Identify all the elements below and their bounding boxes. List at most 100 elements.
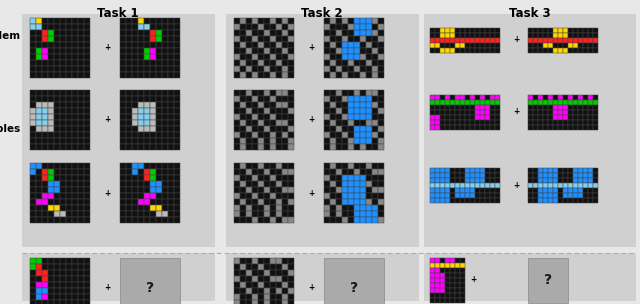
Bar — [282, 126, 288, 132]
Bar — [144, 144, 150, 150]
Bar — [465, 48, 470, 53]
Bar — [495, 48, 500, 53]
Bar — [445, 193, 450, 198]
Bar — [288, 217, 294, 223]
Bar — [144, 72, 150, 78]
Bar — [440, 110, 445, 115]
Bar — [234, 90, 294, 150]
Bar — [588, 28, 593, 33]
Bar — [54, 199, 60, 205]
Bar — [450, 100, 455, 105]
Bar — [470, 38, 475, 43]
Bar — [282, 144, 288, 150]
Bar — [330, 144, 336, 150]
Bar — [162, 163, 168, 169]
Bar — [553, 38, 558, 43]
Bar — [578, 43, 583, 48]
Bar — [42, 193, 48, 199]
Bar — [54, 187, 60, 193]
Bar — [282, 175, 288, 181]
Bar — [66, 108, 72, 114]
Bar — [348, 72, 354, 78]
Bar — [440, 168, 445, 173]
Bar — [490, 100, 495, 105]
Bar — [252, 294, 258, 300]
Bar — [174, 102, 180, 108]
Bar — [543, 38, 548, 43]
Bar — [42, 54, 48, 60]
Bar — [132, 48, 138, 54]
Bar — [36, 264, 42, 270]
Bar — [168, 54, 174, 60]
Bar — [538, 110, 543, 115]
Bar — [336, 102, 342, 108]
Bar — [240, 282, 246, 288]
Bar — [528, 115, 533, 120]
Bar — [495, 198, 500, 203]
Bar — [460, 95, 465, 100]
Bar — [440, 278, 445, 283]
Bar — [563, 115, 568, 120]
Bar — [378, 60, 384, 66]
Bar — [583, 100, 588, 105]
Bar — [490, 43, 495, 48]
Bar — [366, 144, 372, 150]
Bar — [42, 18, 48, 24]
Bar — [282, 181, 288, 187]
Bar — [378, 42, 384, 48]
Bar — [460, 298, 465, 303]
Bar — [360, 36, 366, 42]
Bar — [460, 105, 465, 110]
Bar — [60, 300, 66, 304]
Bar — [378, 193, 384, 199]
Bar — [480, 173, 485, 178]
Bar — [120, 132, 126, 138]
Bar — [563, 188, 568, 193]
Bar — [126, 193, 132, 199]
Bar — [42, 181, 48, 187]
Bar — [593, 105, 598, 110]
Bar — [568, 105, 573, 110]
Bar — [465, 110, 470, 115]
Bar — [563, 168, 568, 173]
Bar — [240, 163, 246, 169]
Bar — [240, 300, 246, 304]
Bar — [558, 100, 563, 105]
Bar — [342, 199, 348, 205]
Bar — [578, 105, 583, 110]
Bar — [435, 278, 440, 283]
Bar — [270, 199, 276, 205]
Bar — [240, 175, 246, 181]
Bar — [348, 193, 354, 199]
Bar — [475, 33, 480, 38]
Bar — [138, 120, 144, 126]
Bar — [174, 169, 180, 175]
Bar — [354, 114, 360, 120]
Bar — [252, 18, 258, 24]
Bar — [156, 114, 162, 120]
Bar — [282, 288, 288, 294]
Bar — [558, 33, 563, 38]
Bar — [126, 108, 132, 114]
Bar — [138, 205, 144, 211]
Bar — [84, 120, 90, 126]
Bar — [54, 30, 60, 36]
Bar — [455, 188, 460, 193]
Bar — [460, 198, 465, 203]
Bar — [430, 105, 435, 110]
Bar — [276, 258, 282, 264]
Bar — [568, 198, 573, 203]
Bar — [66, 54, 72, 60]
Bar — [120, 138, 126, 144]
Bar — [156, 120, 162, 126]
Bar — [252, 54, 258, 60]
Bar — [348, 199, 354, 205]
Bar — [252, 30, 258, 36]
Bar — [330, 42, 336, 48]
Bar — [378, 114, 384, 120]
Bar — [465, 43, 470, 48]
Bar — [30, 90, 36, 96]
Bar — [455, 268, 460, 273]
Bar — [30, 36, 36, 42]
Bar — [78, 132, 84, 138]
